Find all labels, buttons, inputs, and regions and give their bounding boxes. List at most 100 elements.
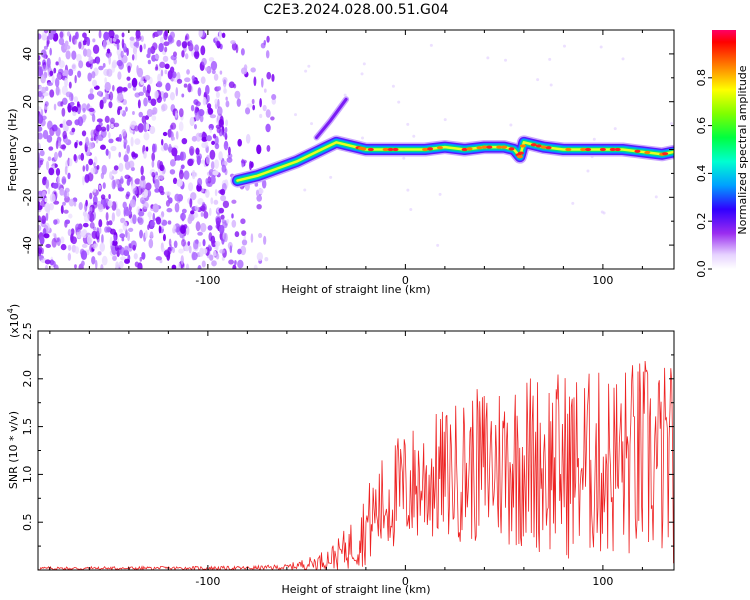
noise-speckle — [125, 193, 130, 200]
noise-speckle — [38, 194, 42, 202]
noise-speckle — [240, 48, 245, 56]
noise-speckle — [310, 122, 314, 126]
noise-speckle — [78, 60, 84, 69]
noise-speckle — [124, 258, 130, 264]
noise-speckle — [82, 48, 88, 57]
noise-speckle — [208, 123, 214, 131]
noise-speckle — [397, 100, 401, 104]
noise-speckle — [122, 221, 128, 232]
noise-speckle — [96, 227, 100, 237]
noise-speckle — [214, 241, 221, 247]
noise-speckle — [141, 252, 146, 260]
noise-speckle — [215, 91, 220, 99]
noise-speckle — [208, 207, 212, 217]
spectrogram-panel: -100 0 100 -40 -20 0 20 40 Height of straight l… — [6, 29, 749, 296]
x-tick-label: 100 — [592, 575, 613, 588]
noise-speckle — [412, 134, 416, 138]
noise-speckle — [169, 124, 174, 130]
noise-speckle — [163, 93, 167, 102]
noise-speckle — [52, 182, 59, 189]
noise-speckle — [360, 136, 364, 140]
noise-speckle — [74, 141, 78, 149]
noise-speckle — [144, 74, 151, 81]
noise-speckle — [90, 167, 96, 175]
noise-speckle — [212, 250, 217, 257]
noise-speckle — [220, 214, 225, 220]
noise-speckle — [251, 98, 255, 105]
noise-speckle — [43, 233, 50, 239]
noise-speckle — [39, 236, 45, 245]
y-tick-label: 0 — [21, 146, 34, 153]
noise-speckle — [271, 73, 275, 82]
noise-speckle — [195, 101, 201, 107]
noise-speckle — [95, 56, 101, 65]
noise-speckle — [165, 82, 171, 92]
noise-speckle — [74, 223, 81, 233]
snr-scale-label: (x104) — [6, 304, 21, 338]
noise-speckle — [63, 190, 67, 198]
noise-speckle — [96, 164, 100, 170]
signal-peak — [461, 147, 468, 152]
noise-speckle — [231, 213, 234, 219]
signal-peak — [517, 151, 524, 155]
noise-speckle — [58, 150, 63, 158]
noise-speckle — [121, 38, 125, 49]
noise-speckle — [188, 182, 194, 192]
noise-speckle — [90, 137, 94, 142]
noise-speckle — [215, 253, 220, 260]
noise-speckle — [256, 252, 263, 262]
noise-speckle — [86, 249, 90, 256]
noise-speckle — [102, 62, 106, 68]
noise-speckle — [82, 32, 87, 38]
noise-speckle — [155, 216, 162, 225]
noise-speckle — [137, 123, 144, 133]
noise-speckle — [41, 247, 44, 255]
noise-speckle — [228, 259, 234, 265]
noise-speckle — [204, 189, 210, 198]
noise-speckle — [241, 239, 248, 246]
noise-speckle — [212, 170, 219, 176]
noise-speckle — [200, 205, 206, 212]
noise-speckle — [38, 114, 44, 125]
noise-speckle — [123, 154, 129, 163]
noise-speckle — [38, 33, 42, 40]
noise-speckle — [562, 44, 566, 48]
noise-speckle — [41, 115, 47, 120]
noise-speckle — [253, 264, 258, 269]
noise-speckle — [71, 63, 77, 72]
noise-speckle — [190, 210, 195, 215]
noise-speckle — [150, 98, 157, 106]
signal-peak — [392, 147, 399, 152]
noise-speckle — [95, 124, 102, 132]
noise-speckle — [106, 220, 110, 226]
signal-peak — [501, 145, 508, 149]
noise-speckle — [38, 142, 41, 152]
noise-speckle — [143, 121, 147, 132]
signal-peak — [516, 155, 523, 159]
noise-speckle — [148, 216, 152, 221]
noise-speckle — [124, 161, 131, 170]
noise-speckle — [206, 181, 213, 188]
y-tick-label: 2.0 — [21, 370, 34, 388]
noise-speckle — [61, 178, 67, 184]
noise-speckle — [175, 86, 179, 97]
noise-speckle — [164, 63, 170, 70]
noise-speckle — [134, 51, 138, 61]
noise-speckle — [221, 256, 225, 261]
noise-speckle — [67, 252, 72, 261]
noise-speckle — [74, 32, 78, 39]
noise-speckle — [138, 111, 144, 118]
noise-speckle — [178, 121, 184, 132]
noise-speckle — [74, 246, 80, 255]
noise-speckle — [136, 64, 139, 75]
noise-speckle — [59, 187, 65, 196]
noise-speckle — [106, 68, 113, 77]
noise-speckle — [113, 122, 120, 128]
noise-speckle — [64, 165, 68, 176]
noise-speckle — [171, 147, 178, 157]
noise-speckle — [198, 241, 202, 247]
noise-speckle — [49, 89, 55, 98]
noise-speckle — [209, 114, 217, 119]
noise-speckle — [100, 264, 104, 269]
noise-speckle — [167, 70, 173, 80]
